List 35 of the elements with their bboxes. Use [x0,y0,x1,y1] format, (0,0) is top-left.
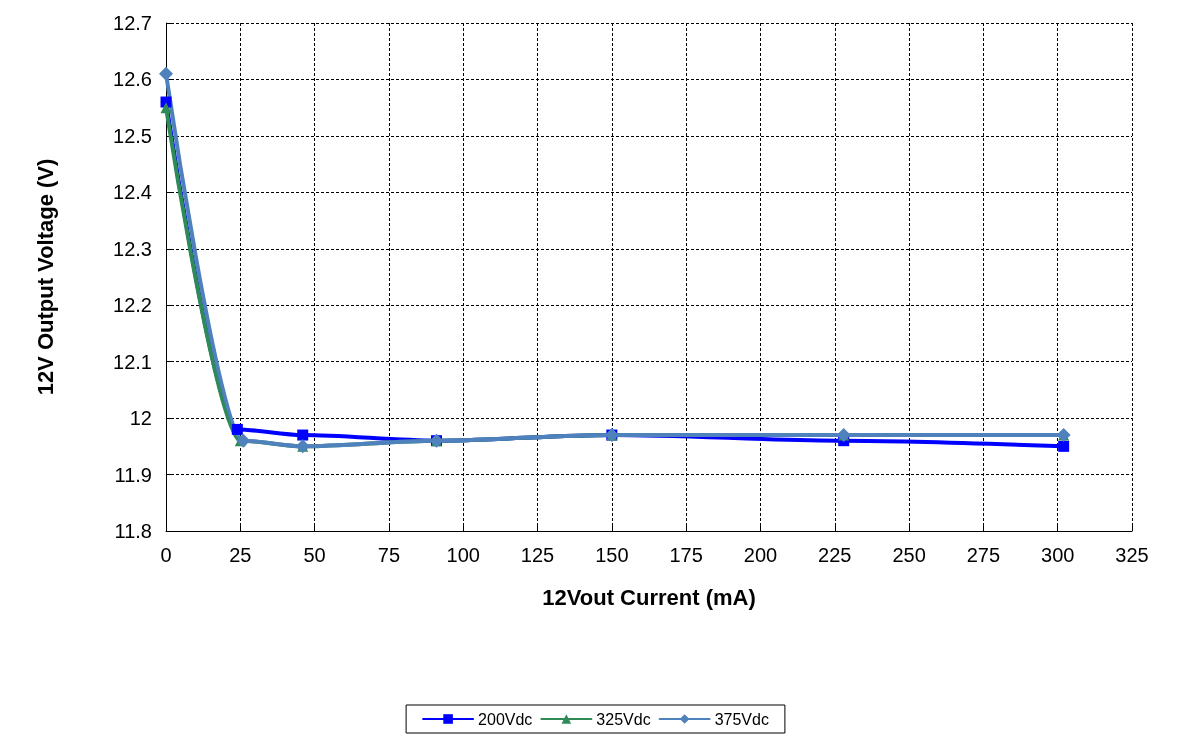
x-tick-label: 150 [595,544,629,566]
x-tick-label: 25 [229,544,252,566]
x-tick-label: 50 [303,544,326,566]
x-tick-label: 225 [818,544,852,566]
x-axis-title: 12Vout Current (mA) [542,584,756,610]
y-tick-label: 12.2 [113,294,152,317]
y-tick-label: 12.6 [113,68,152,91]
x-tick-label: 0 [160,544,172,566]
point [297,429,309,441]
y-tick-label: 11.9 [114,463,152,486]
y-tick-label: 12.7 [113,12,152,34]
y-axis-title: 12V Output Voltage (V) [32,158,58,396]
y-tick-label: 11.8 [114,520,152,542]
y-tick-label: 12.3 [113,237,152,260]
y-tick-label: 12 [129,407,152,430]
x-tick-label: 75 [377,544,401,566]
legend-label: 200Vdc [478,710,533,728]
point [160,102,172,114]
x-tick-label: 325 [1115,544,1149,566]
x-tick-label: 300 [1041,544,1075,566]
point [159,66,173,81]
y-tick-label: 12.1 [113,350,152,373]
legend-label: 325Vdc [596,710,651,728]
x-tick-label: 275 [966,544,1001,566]
point [1058,440,1070,452]
y-tick-label: 12.5 [113,124,152,147]
x-tick-label: 200 [743,544,778,566]
point [236,433,251,448]
x-tick-label: 175 [669,544,703,566]
point [231,423,243,435]
y-tick-label: 12.4 [113,181,152,204]
x-tick-label: 250 [892,544,926,566]
legend-label: 375Vdc [714,710,769,728]
x-tick-label: 125 [520,544,555,566]
x-tick-label: 100 [446,544,480,566]
